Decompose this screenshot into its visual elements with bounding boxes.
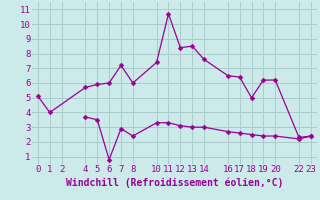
X-axis label: Windchill (Refroidissement éolien,°C): Windchill (Refroidissement éolien,°C) xyxy=(66,177,283,188)
